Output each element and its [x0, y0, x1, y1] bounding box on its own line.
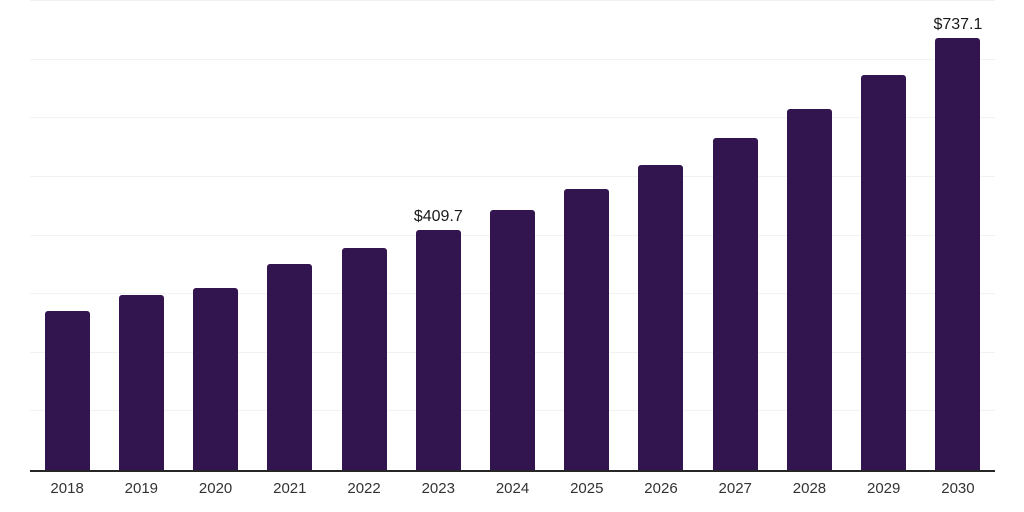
x-tick-label-2022: 2022 [347, 480, 381, 497]
x-tick-label-2026: 2026 [644, 480, 678, 497]
bar-slot-2020 [178, 1, 252, 470]
bar-slot-2027 [698, 1, 772, 470]
gridline-700 [30, 58, 995, 60]
bar-2025 [564, 189, 610, 470]
bar-slot-2022 [327, 1, 401, 470]
bar-2023: $409.7 [414, 208, 463, 470]
bar-value-label-2030: $737.1 [933, 15, 983, 33]
x-tick-label-2030: 2030 [941, 480, 975, 497]
bar-2020 [193, 288, 239, 470]
x-tick-label-2024: 2024 [495, 480, 530, 497]
bar-slot-2018 [30, 1, 104, 470]
bars-row: $409.7 $737.1 [30, 1, 995, 470]
bar-slot-2028 [772, 1, 846, 470]
bar-2028 [786, 108, 832, 470]
bar-2018 [44, 310, 90, 470]
plot-area: $409.7 $737.1 [30, 0, 995, 472]
bar-2024 [490, 210, 536, 470]
gridline-800 [30, 0, 995, 1]
bar-2021 [267, 263, 313, 470]
bar-2026 [638, 165, 684, 470]
x-tick-label-2025: 2025 [570, 480, 604, 497]
x-tick-label-2028: 2028 [792, 480, 827, 497]
bar-slot-2029 [847, 1, 921, 470]
x-tick-label-2021: 2021 [273, 480, 307, 497]
bar-2030: $737.1 [933, 16, 982, 470]
x-tick-label-2023: 2023 [421, 480, 455, 497]
bar-2029 [861, 74, 907, 470]
x-tick-label-2020: 2020 [198, 480, 233, 497]
gridline-600 [30, 117, 995, 119]
x-tick-label-2029: 2029 [867, 480, 901, 497]
bar-2019 [118, 295, 164, 470]
bar-value-label-2023: $409.7 [413, 207, 463, 225]
x-axis: 2018 2019 2020 2021 2022 2023 2024 2025 2026 2027… [30, 480, 995, 497]
x-tick-label-2019: 2019 [124, 480, 159, 497]
x-tick-label-2027: 2027 [718, 480, 752, 497]
bar-slot-2025 [550, 1, 624, 470]
bar-slot-2019 [104, 1, 178, 470]
x-tick-label-2018: 2018 [50, 480, 84, 497]
bar-2022 [341, 248, 387, 470]
gridline-500 [30, 175, 995, 177]
bar-slot-2026 [624, 1, 698, 470]
bar-slot-2024 [475, 1, 549, 470]
bar-2027 [712, 138, 758, 470]
bar-slot-2023: $409.7 [401, 1, 475, 470]
bar-slot-2021 [253, 1, 327, 470]
bar-slot-2030: $737.1 [921, 1, 995, 470]
